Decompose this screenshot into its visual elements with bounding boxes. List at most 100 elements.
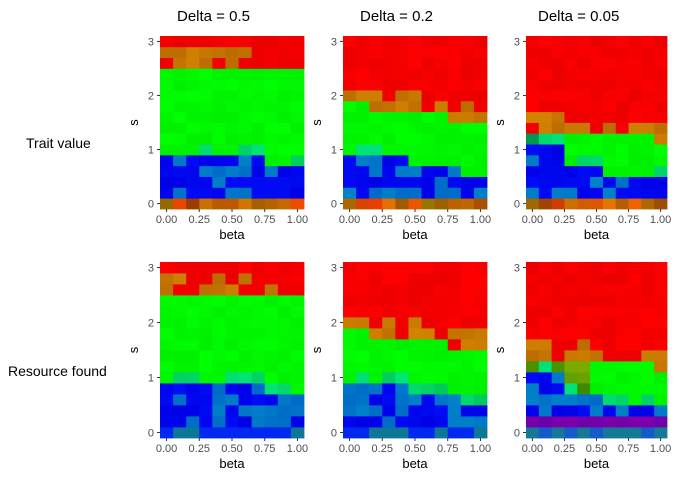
heatmap-tile xyxy=(356,306,370,318)
heatmap-tile xyxy=(577,273,591,285)
heatmap-tile xyxy=(160,144,174,156)
heatmap-tile xyxy=(264,133,279,145)
heatmap-tile xyxy=(369,416,383,428)
heatmap-tile xyxy=(199,372,213,384)
heatmap-tile xyxy=(186,328,200,340)
heatmap-tile xyxy=(277,394,292,406)
heatmap-tile xyxy=(212,79,226,91)
heatmap-tile xyxy=(421,165,436,177)
heatmap-tile xyxy=(343,416,357,428)
heatmap-tile xyxy=(290,328,305,340)
heatmap-tile xyxy=(251,154,266,167)
heatmap-tile xyxy=(602,405,617,417)
heatmap-tile xyxy=(590,111,604,123)
heatmap-tile xyxy=(395,394,409,406)
heatmap-tile xyxy=(641,339,655,351)
heatmap-tile xyxy=(264,328,279,340)
heatmap-tile xyxy=(577,122,591,134)
heatmap-tile xyxy=(290,122,305,134)
heatmap-tile xyxy=(343,100,357,113)
heatmap-tile xyxy=(212,36,226,48)
heatmap-tile xyxy=(277,383,292,395)
heatmap-tile xyxy=(356,79,370,91)
heatmap-tile xyxy=(356,295,370,307)
heatmap-tile xyxy=(395,68,409,80)
heatmap-tile xyxy=(173,165,187,177)
heatmap-tile xyxy=(654,90,668,102)
heatmap-tile xyxy=(460,317,475,329)
heatmap-tile xyxy=(251,317,266,329)
heatmap-tile xyxy=(434,394,449,406)
heatmap-tile xyxy=(447,416,462,428)
heatmap-tile xyxy=(590,372,604,384)
heatmap-tile xyxy=(551,57,565,69)
heatmap-tile xyxy=(173,295,187,307)
heatmap-tile xyxy=(369,284,383,296)
heatmap-tile xyxy=(238,57,253,69)
heatmap-tile xyxy=(564,339,578,351)
heatmap-tile xyxy=(395,306,409,318)
x-tick-label: 0.50 xyxy=(404,443,425,455)
heatmap-tile xyxy=(251,394,266,406)
heatmap-tile xyxy=(460,273,475,285)
heatmap-tile xyxy=(369,68,383,80)
heatmap-tile xyxy=(434,90,449,102)
heatmap-tile xyxy=(526,111,540,123)
heatmap-tile xyxy=(369,372,383,384)
heatmap-tile xyxy=(641,79,655,91)
heatmap-tile xyxy=(251,361,266,373)
heatmap-tile xyxy=(473,339,488,351)
heatmap-tile xyxy=(343,317,357,329)
heatmap-tile xyxy=(173,284,187,296)
heatmap-tile xyxy=(590,339,604,351)
heatmap-tile xyxy=(628,90,642,102)
heatmap-tile xyxy=(199,90,213,102)
heatmap-tile xyxy=(238,350,253,362)
heatmap-tile xyxy=(382,187,396,199)
heatmap-tile xyxy=(538,383,553,395)
heatmap-tile xyxy=(421,198,436,210)
heatmap-tile xyxy=(277,46,292,59)
heatmap-tile xyxy=(356,68,370,80)
heatmap-tile xyxy=(473,361,488,373)
heatmap-tile xyxy=(369,187,383,199)
heatmap-tile xyxy=(212,383,226,395)
heatmap-tile xyxy=(238,262,253,274)
heatmap-tile xyxy=(356,339,370,351)
heatmap-tile xyxy=(590,79,604,91)
heatmap-tile xyxy=(615,57,629,69)
heatmap-tile xyxy=(264,90,279,102)
heatmap-tile xyxy=(602,46,617,59)
heatmap-panel-4: 0.00 0.25 0.50 0.75 1.00 0 1 2 3 beta s xyxy=(126,262,308,471)
heatmap-tile xyxy=(408,372,422,384)
heatmap-tile xyxy=(186,306,200,318)
heatmap-tile xyxy=(590,317,604,329)
heatmap-tile xyxy=(173,328,187,340)
heatmap-tile xyxy=(421,383,436,395)
heatmap-tile xyxy=(277,122,292,134)
heatmap-tile xyxy=(173,306,187,318)
heatmap-tile xyxy=(173,57,187,69)
heatmap-tile xyxy=(225,416,239,428)
heatmap-tile xyxy=(225,427,239,439)
heatmap-tile xyxy=(382,57,396,69)
heatmap-tile xyxy=(434,306,449,318)
heatmap-tile xyxy=(251,68,266,80)
heatmap-tile xyxy=(395,361,409,373)
heatmap-tile xyxy=(526,328,540,340)
heatmap-tile xyxy=(212,187,226,199)
heatmap-tile xyxy=(551,328,565,340)
heatmap-tile xyxy=(628,36,642,48)
y-tick-label: 2 xyxy=(331,90,337,102)
heatmap-tile xyxy=(186,361,200,373)
heatmap-tile xyxy=(460,383,475,395)
heatmap-tile xyxy=(654,339,668,351)
heatmap-tile xyxy=(356,317,370,329)
heatmap-tile xyxy=(225,405,239,417)
heatmap-tile xyxy=(186,198,200,210)
x-tick-label: 0.75 xyxy=(437,443,458,455)
heatmap-tile xyxy=(290,427,305,439)
heatmap-tile xyxy=(238,154,253,167)
heatmap-tile xyxy=(408,57,422,69)
heatmap-tile xyxy=(199,284,213,296)
